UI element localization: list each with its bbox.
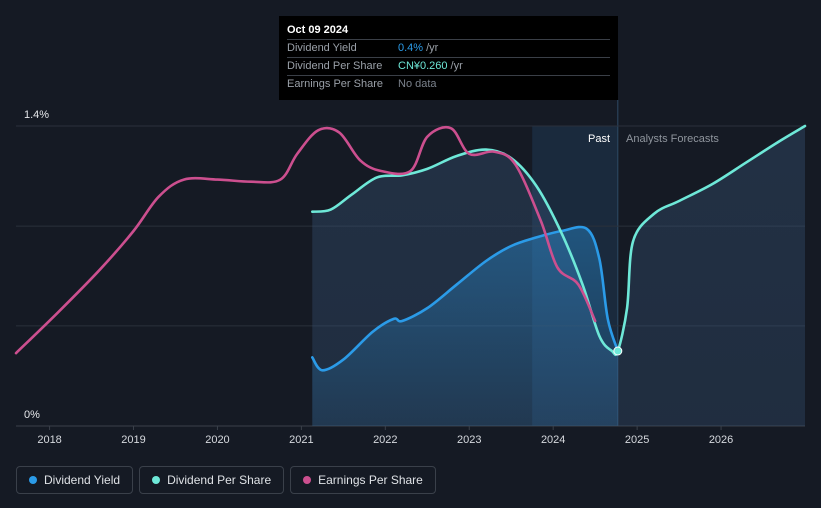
tooltip-row-earnings-per-share: Earnings Per Share No data (287, 75, 610, 93)
legend-label: Dividend Yield (44, 473, 121, 487)
tooltip-unit: /yr (450, 60, 463, 72)
tooltip-value: CN¥0.260 (398, 60, 448, 72)
y-tick-label-top: 1.4% (24, 109, 49, 121)
y-tick-label-bottom: 0% (24, 409, 40, 421)
x-tick-label: 2024 (541, 434, 565, 446)
x-tick-label: 2026 (709, 434, 733, 446)
tooltip-value: 0.4% (398, 42, 424, 54)
x-tick-label: 2018 (37, 434, 61, 446)
tooltip-row-dividend-yield: Dividend Yield 0.4% /yr (287, 39, 610, 57)
legend-item-earnings-per-share[interactable]: Earnings Per Share (290, 466, 436, 494)
dividend-yield-area (312, 227, 618, 426)
earnings-per-share-line (14, 125, 597, 355)
legend-item-dividend-per-share[interactable]: Dividend Per Share (139, 466, 285, 494)
x-tick-label: 2021 (289, 434, 313, 446)
tooltip-label: Dividend Yield (287, 42, 357, 54)
legend-item-dividend-yield[interactable]: Dividend Yield (16, 466, 134, 494)
tooltip-marker (613, 346, 623, 356)
tooltip-label: Earnings Per Share (287, 78, 383, 90)
dividend-per-share-line (310, 124, 807, 357)
tooltip-unit: /yr (426, 42, 439, 54)
legend-dot-icon (303, 476, 312, 484)
tooltip: Oct 09 2024 Dividend Yield 0.4% /yr Divi… (279, 16, 618, 100)
legend-dot-icon (29, 476, 37, 484)
tooltip-row-dividend-per-share: Dividend Per Share CN¥0.260 /yr (287, 57, 610, 75)
x-tick-label: 2025 (625, 434, 649, 446)
legend-label: Dividend Per Share (167, 473, 272, 487)
x-tick-label: 2022 (373, 434, 397, 446)
x-tick-label: 2019 (121, 434, 145, 446)
x-tick-label: 2023 (457, 434, 481, 446)
legend: Dividend Yield Dividend Per Share Earnin… (16, 466, 436, 494)
tooltip-date: Oct 09 2024 (287, 24, 349, 36)
past-label: Past (588, 133, 610, 145)
tooltip-label: Dividend Per Share (287, 60, 383, 72)
legend-dot-icon (152, 476, 161, 484)
dividend-yield-line (310, 225, 620, 372)
legend-label: Earnings Per Share (318, 473, 423, 487)
x-tick-label: 2020 (205, 434, 229, 446)
tooltip-value: No data (398, 78, 437, 90)
forecast-label: Analysts Forecasts (626, 133, 719, 145)
